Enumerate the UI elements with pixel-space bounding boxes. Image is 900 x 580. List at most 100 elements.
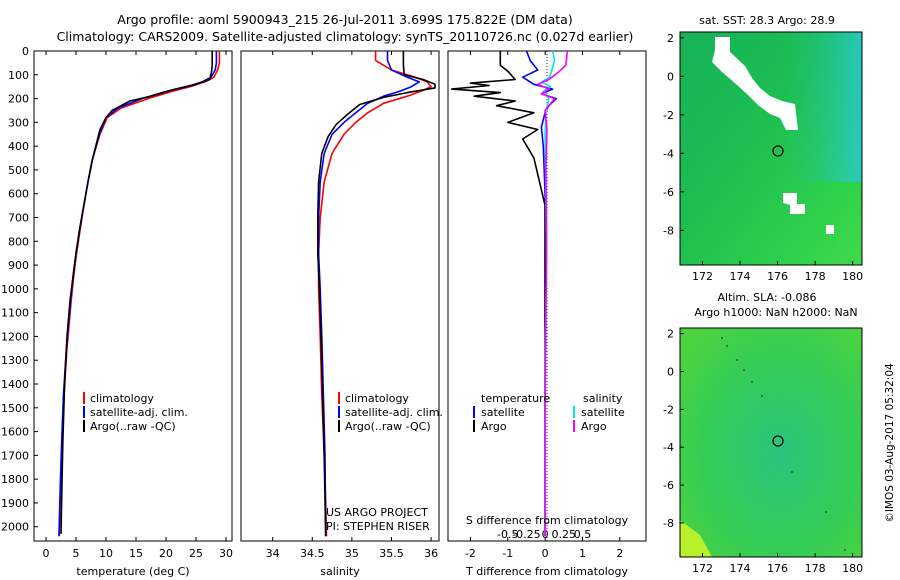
legend-label-satellite: satellite-adj. clim. [90,406,188,419]
y-tick-label: 1000 [1,283,29,296]
y-tick-label: 1800 [1,473,29,486]
project-label: US ARGO PROJECT [326,506,428,519]
y-tick-label: 400 [8,140,29,153]
y-tick-label: 100 [8,69,29,82]
legend-label-argo: Argo(..raw -QC) [90,420,176,433]
sla-float-location-marker [772,435,784,447]
sla-map-field [680,328,862,557]
y-tick-label: 900 [8,259,29,272]
y-tick-label: 800 [8,235,29,248]
x-tick-label: 30 [219,547,233,560]
y-tick-label: 700 [8,212,29,225]
y-tick-label: 1100 [1,307,29,320]
y-tick-label: 1600 [1,426,29,439]
x-tick-label: 5 [73,547,80,560]
difference-panel: -2 -1 0 1 2-0.5-0.25 0 0.250.5 temperature sal… [447,50,647,578]
figure-title-line1: Argo profile: aoml 5900943_215 26-Jul-20… [117,12,572,27]
sst-map-axes: 172 174 176 178 180 2 0 -2 -4 -6 -8 [663,32,863,283]
temperature-plot-frame [33,50,233,542]
x-tick-label: 34.5 [300,547,325,560]
map-x-tick-label: 176 [767,270,788,283]
salinity-legend: climatology satellite-adj. clim. Argo(..… [338,392,443,433]
x-tick-label: 0 [542,547,549,560]
pi-label: PI: STEPHEN RISER [326,520,430,533]
s-tick-label: 0.25 [552,528,577,541]
series-line-s-argo [536,50,569,537]
s-tick-label: -0.5 [497,528,518,541]
map-x-tick-label: 180 [842,562,863,575]
depth-axis: 0 100 200 300 400 500 600 700 800 900 1000 1100 1200… [1,45,38,534]
figure-title-line2: Climatology: CARS2009. Satellite-adjuste… [57,29,634,44]
map-x-tick-label: 176 [767,562,788,575]
salinity-series [316,51,436,537]
map-x-tick-label: 172 [692,270,713,283]
map-y-tick-label: -6 [663,479,674,492]
sla-map-subtitle: Argo h1000: NaN h2000: NaN [694,306,857,319]
temperature-legend: climatology satellite-adj. clim. Argo(..… [83,392,188,433]
sla-map-panel: Altim. SLA: -0.086 Argo h1000: NaN h2000… [663,291,863,575]
s-tick-label: -0.25 [512,528,540,541]
y-tick-label: 1200 [1,330,29,343]
legend-label-t-satellite: satellite [481,406,525,419]
map-y-tick-label: -4 [663,147,674,160]
y-tick-label: 1300 [1,354,29,367]
map-y-tick-label: -8 [663,517,674,530]
y-tick-label: 1400 [1,378,29,391]
sla-map-title: Altim. SLA: -0.086 [717,291,816,304]
map-y-tick-label: -2 [663,109,674,122]
y-tick-label: 2000 [1,521,29,534]
map-y-tick-label: -6 [663,186,674,199]
x-tick-label: 0 [43,547,50,560]
sst-float-location-marker [772,145,784,157]
x-tick-label: 34 [266,547,280,560]
salinity-axis: 34 34.5 35 35.5 36 [266,51,438,560]
map-y-tick-label: -2 [663,403,674,416]
map-y-tick-label: -4 [663,441,674,454]
map-x-tick-label: 174 [730,562,751,575]
y-tick-label: 500 [8,164,29,177]
legend-header-temperature: temperature [481,392,550,405]
s-tick-label: 0.5 [574,528,592,541]
series-line-argo [60,51,213,534]
legend-header-salinity: salinity [583,392,623,405]
sst-map-frame [679,31,863,266]
temperature-panel: 0100200300400500600700800900100011001200… [1,45,233,578]
x-tick-label: 35.5 [379,547,404,560]
map-x-tick-label: 178 [805,562,826,575]
sst-cloud-mask [712,37,834,234]
legend-label-s-satellite: satellite [581,406,625,419]
map-y-tick-label: 2 [667,32,674,45]
y-tick-label: 0 [22,45,29,58]
sla-map-track-dots [721,337,846,551]
x-tick-label: 20 [159,547,173,560]
map-y-tick-label: -8 [663,224,674,237]
map-x-tick-label: 174 [730,270,751,283]
map-x-tick-label: 180 [842,270,863,283]
legend-label-s-argo: Argo [581,420,607,433]
legend-label-climatology: climatology [90,392,154,405]
map-y-tick-label: 0 [667,70,674,83]
temperature-series [58,51,221,537]
legend-label-satellite: satellite-adj. clim. [345,406,443,419]
salinity-axis-label: salinity [320,565,360,578]
temperature-axis-label: temperature (deg C) [76,565,189,578]
y-tick-label: 1700 [1,449,29,462]
y-tick-label: 1900 [1,497,29,510]
sst-map-title: sat. SST: 28.3 Argo: 28.9 [699,14,835,27]
map-x-tick-label: 172 [692,562,713,575]
sla-map-southwest-corner [680,520,712,557]
x-tick-label: 15 [129,547,143,560]
series-line-t-argo [450,51,546,537]
legend-label-argo: Argo(..raw -QC) [345,420,431,433]
x-tick-label: 36 [424,547,438,560]
x-tick-label: 10 [99,547,113,560]
y-tick-label: 600 [8,188,29,201]
legend-label-t-argo: Argo [481,420,507,433]
x-tick-label: 2 [616,547,623,560]
salinity-plot-frame [240,50,440,542]
difference-legend: temperature salinity satellite Argo sate… [473,392,625,433]
x-tick-label: -1 [502,547,513,560]
difference-series [450,50,569,537]
map-y-tick-label: 2 [667,328,674,341]
